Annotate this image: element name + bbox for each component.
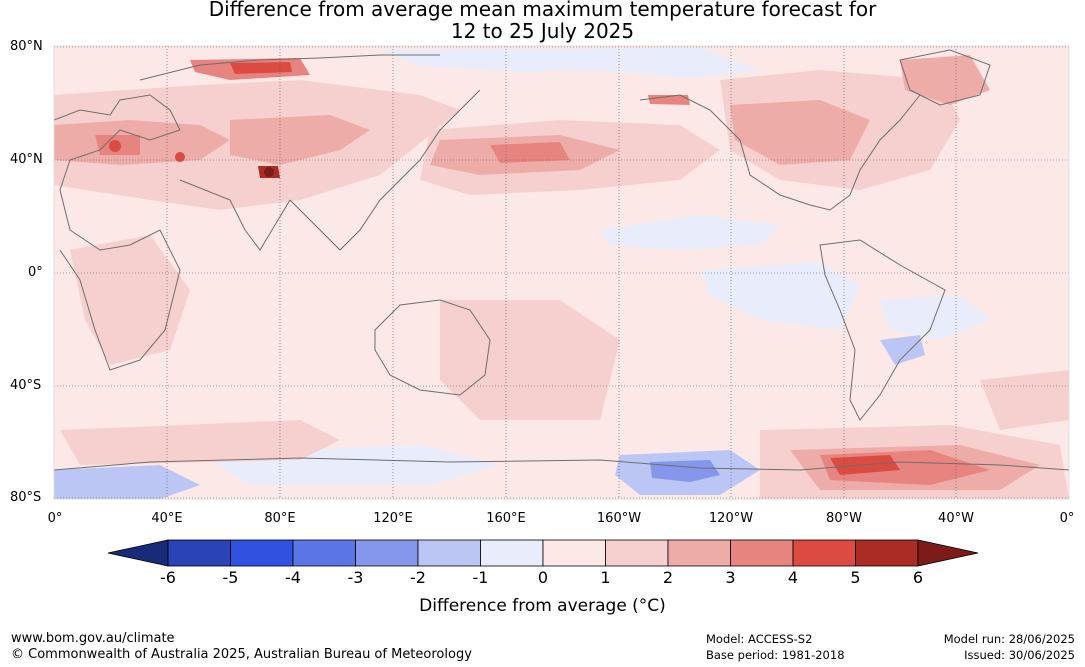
colorbar-tick-label: -6 (160, 568, 176, 587)
warm-region-south-indian (60, 420, 340, 465)
cool-region-east-pacific (600, 215, 780, 250)
colorbar (107, 539, 979, 567)
colorbar-box (292, 539, 356, 567)
colorbar-box (480, 539, 544, 567)
footer-website: www.bom.gov.au/climate (11, 631, 175, 646)
colorbar-extension-low (107, 539, 169, 567)
lon-label-120e: 120°E (373, 511, 413, 526)
colorbar-tick-label: 6 (912, 568, 924, 587)
warm-region-australia-south (440, 300, 620, 420)
lon-label-40e: 40°E (151, 511, 183, 526)
coast-arctic-asia (139, 54, 440, 81)
colorbar-tick-label: -4 (285, 568, 301, 587)
title-line-1: Difference from average mean maximum tem… (208, 0, 877, 21)
cool-region-equatorial-pacific (700, 262, 860, 330)
cool-region-arctic (380, 48, 760, 78)
warm-region-pacific-core (490, 142, 570, 163)
colorbar-tick-label: -1 (472, 568, 489, 587)
hot-region-siberia (230, 62, 292, 74)
hot-spot-caspian (109, 140, 121, 152)
colorbar-box (730, 539, 794, 567)
colorbar-box (230, 539, 294, 567)
lon-label-160e: 160°E (486, 511, 526, 526)
colorbar-box (355, 539, 419, 567)
lat-label-80n: 80°N (10, 39, 43, 54)
coastlines (54, 49, 1069, 471)
lon-label-0-right: 0° (1059, 511, 1075, 526)
coast-europe-africa (54, 94, 181, 371)
colorbar-box (542, 539, 606, 567)
coast-north-america (639, 94, 921, 211)
footer-model-run: Model run: 28/06/2025 (943, 632, 1075, 646)
lat-label-0: 0° (28, 265, 43, 280)
coast-australia (374, 299, 491, 396)
warm-region-central-asia (230, 115, 370, 165)
colorbar-extension-high (917, 539, 979, 567)
hot-spot-iran (175, 152, 185, 162)
colorbar-tick-label: 4 (787, 568, 799, 587)
lat-label-80s: 80°S (10, 490, 42, 505)
colorbar-tick-label: 3 (725, 568, 736, 587)
warm-region-atlantic-south (980, 370, 1069, 430)
colorbar-tick-label: 2 (662, 568, 674, 587)
coast-east-asia (289, 89, 481, 251)
warm-region-africa (70, 235, 190, 365)
colorbar-tick-label: -3 (347, 568, 364, 587)
cool-region-south-america-east (880, 335, 925, 365)
colorbar-box (417, 539, 481, 567)
colorbar-tick-label: 1 (600, 568, 611, 587)
colorbar-tick-label: -2 (410, 568, 426, 587)
colorbar-tick-label: 0 (537, 568, 549, 587)
colorbar-label: Difference from average (°C) (419, 596, 666, 616)
lon-label-40w: 40°W (938, 511, 974, 526)
colorbar-tick-label: -5 (222, 568, 239, 587)
anomaly-map (53, 45, 1070, 500)
colorbar-box (667, 539, 731, 567)
title-line-2: 12 to 25 July 2025 (450, 19, 635, 43)
warm-region-greenland (900, 55, 990, 105)
warm-region-europe (54, 120, 230, 165)
coast-south-america (819, 239, 946, 421)
footer-model: Model: ACCESS-S2 (706, 632, 813, 646)
coast-antarctica (54, 457, 1069, 471)
colorbar-tick-label: 5 (850, 568, 861, 587)
graticule (54, 46, 1069, 499)
footer-base-period: Base period: 1981-2018 (706, 648, 845, 662)
lat-label-40s: 40°S (10, 378, 42, 393)
map-frame (53, 45, 1070, 500)
lon-label-0-left: 0° (47, 511, 63, 526)
lat-label-40n: 40°N (10, 152, 43, 167)
colorbar-box (792, 539, 856, 567)
coast-arabia-india (179, 179, 291, 251)
lon-label-160w: 160°W (596, 511, 642, 526)
lon-label-80w: 80°W (826, 511, 862, 526)
lon-label-120w: 120°W (708, 511, 754, 526)
cool-region-antarctic-west (54, 465, 200, 499)
colorbar-box (855, 539, 919, 567)
lon-label-80e: 80°E (264, 511, 296, 526)
footer-issued: Issued: 30/06/2025 (964, 648, 1075, 662)
warm-region-canada (730, 100, 870, 165)
hot-spot-tibet-core (264, 167, 274, 177)
coast-greenland (899, 49, 991, 106)
footer-copyright: © Commonwealth of Australia 2025, Austra… (11, 647, 472, 662)
colorbar-box (167, 539, 231, 567)
colorbar-box (605, 539, 669, 567)
